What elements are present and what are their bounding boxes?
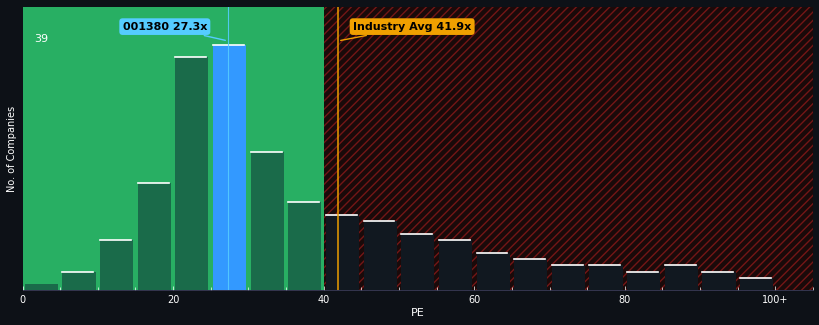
Bar <box>589 265 622 291</box>
Bar <box>100 240 133 291</box>
Bar <box>514 259 546 291</box>
Bar <box>664 265 697 291</box>
Bar <box>739 278 772 291</box>
Bar <box>363 221 396 291</box>
Bar <box>325 215 359 291</box>
Text: Industry Avg 41.9x: Industry Avg 41.9x <box>340 22 471 40</box>
Bar <box>25 284 58 291</box>
Text: 39: 39 <box>34 33 48 44</box>
Y-axis label: No. of Companies: No. of Companies <box>7 106 17 192</box>
Bar <box>627 271 659 291</box>
Bar <box>213 45 246 291</box>
X-axis label: PE: PE <box>410 308 424 318</box>
Bar <box>138 183 170 291</box>
Text: 001380 27.3x: 001380 27.3x <box>123 22 225 40</box>
Bar <box>175 57 208 291</box>
Bar <box>438 240 472 291</box>
Bar <box>551 265 584 291</box>
Bar <box>22 7 324 291</box>
Bar <box>702 271 735 291</box>
Bar <box>288 202 321 291</box>
Bar <box>62 271 96 291</box>
Bar <box>400 234 434 291</box>
Bar <box>476 253 509 291</box>
Bar <box>251 152 283 291</box>
Bar <box>324 7 812 291</box>
Bar <box>324 7 812 291</box>
